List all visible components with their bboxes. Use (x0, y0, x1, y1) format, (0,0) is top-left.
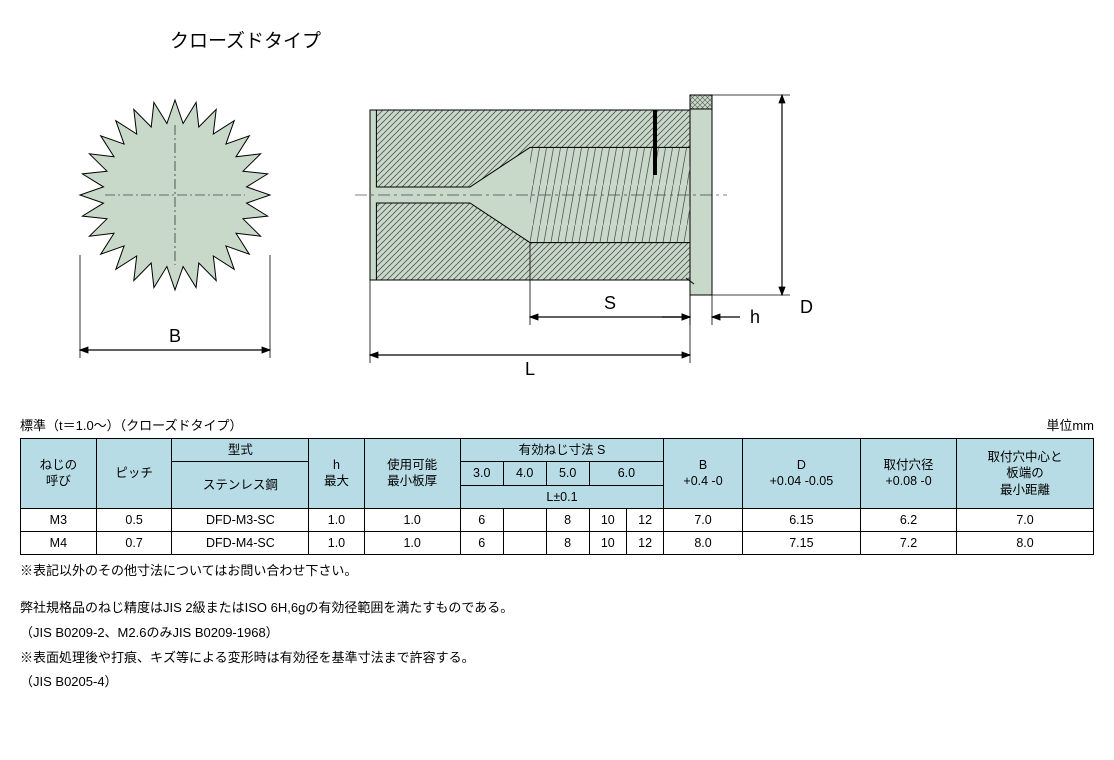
svg-text:L: L (525, 359, 535, 379)
svg-text:D: D (800, 297, 813, 317)
s-val-1: 4.0 (503, 462, 546, 485)
note-2: 弊社規格品のねじ精度はJIS 2級またはISO 6H,6gの有効径範囲を満たすも… (20, 598, 1094, 619)
col-hole: 取付穴径+0.08 -0 (861, 439, 957, 509)
diagram-svg: Bh L S D (50, 65, 870, 385)
note-3: （JIS B0209-2、M2.6のみJIS B0209-1968） (20, 623, 1094, 644)
notes-block: ※表記以外のその他寸法についてはお問い合わせ下さい。 弊社規格品のねじ精度はJI… (20, 561, 1094, 693)
col-model: 型式 (172, 439, 309, 462)
spec-table: ねじの呼び ピッチ 型式 h最大 使用可能最小板厚 有効ねじ寸法 S B+0.4… (20, 438, 1094, 555)
col-D: D+0.04 -0.05 (742, 439, 860, 509)
col-material: ステンレス鋼 (172, 462, 309, 509)
note-5: （JIS B0205-4） (20, 672, 1094, 693)
col-B: B+0.4 -0 (664, 439, 743, 509)
table-caption-right: 単位mm (1046, 415, 1094, 434)
s-val-3: 6.0 (589, 462, 664, 485)
col-L-tol: L±0.1 (460, 485, 664, 508)
col-thread-name: ねじの呼び (21, 439, 97, 509)
col-edge: 取付穴中心と板端の最小距離 (957, 439, 1094, 509)
diagram-title: クローズドタイプ (170, 26, 1094, 53)
table-caption: 標準（t＝1.0～）（クローズドタイプ） 単位mm (20, 415, 1094, 434)
table-caption-left: 標準（t＝1.0～）（クローズドタイプ） (20, 415, 243, 434)
table-row: M30.5DFD-M3-SC1.01.06810127.06.156.27.0 (21, 508, 1094, 531)
svg-text:B: B (169, 326, 181, 346)
col-h-max: h最大 (309, 439, 364, 509)
col-pitch: ピッチ (96, 439, 172, 509)
col-eff-thread: 有効ねじ寸法 S (460, 439, 664, 462)
technical-diagram: Bh L S D (50, 65, 1094, 385)
note-4: ※表面処理後や打痕、キズ等による変形時は有効径を基準寸法まで許容する。 (20, 648, 1094, 669)
table-row: M40.7DFD-M4-SC1.01.06810128.07.157.28.0 (21, 532, 1094, 555)
svg-text:h: h (750, 307, 760, 327)
s-val-0: 3.0 (460, 462, 503, 485)
note-1: ※表記以外のその他寸法についてはお問い合わせ下さい。 (20, 561, 1094, 582)
col-min-plate: 使用可能最小板厚 (364, 439, 460, 509)
svg-text:S: S (604, 293, 616, 313)
s-val-2: 5.0 (546, 462, 589, 485)
